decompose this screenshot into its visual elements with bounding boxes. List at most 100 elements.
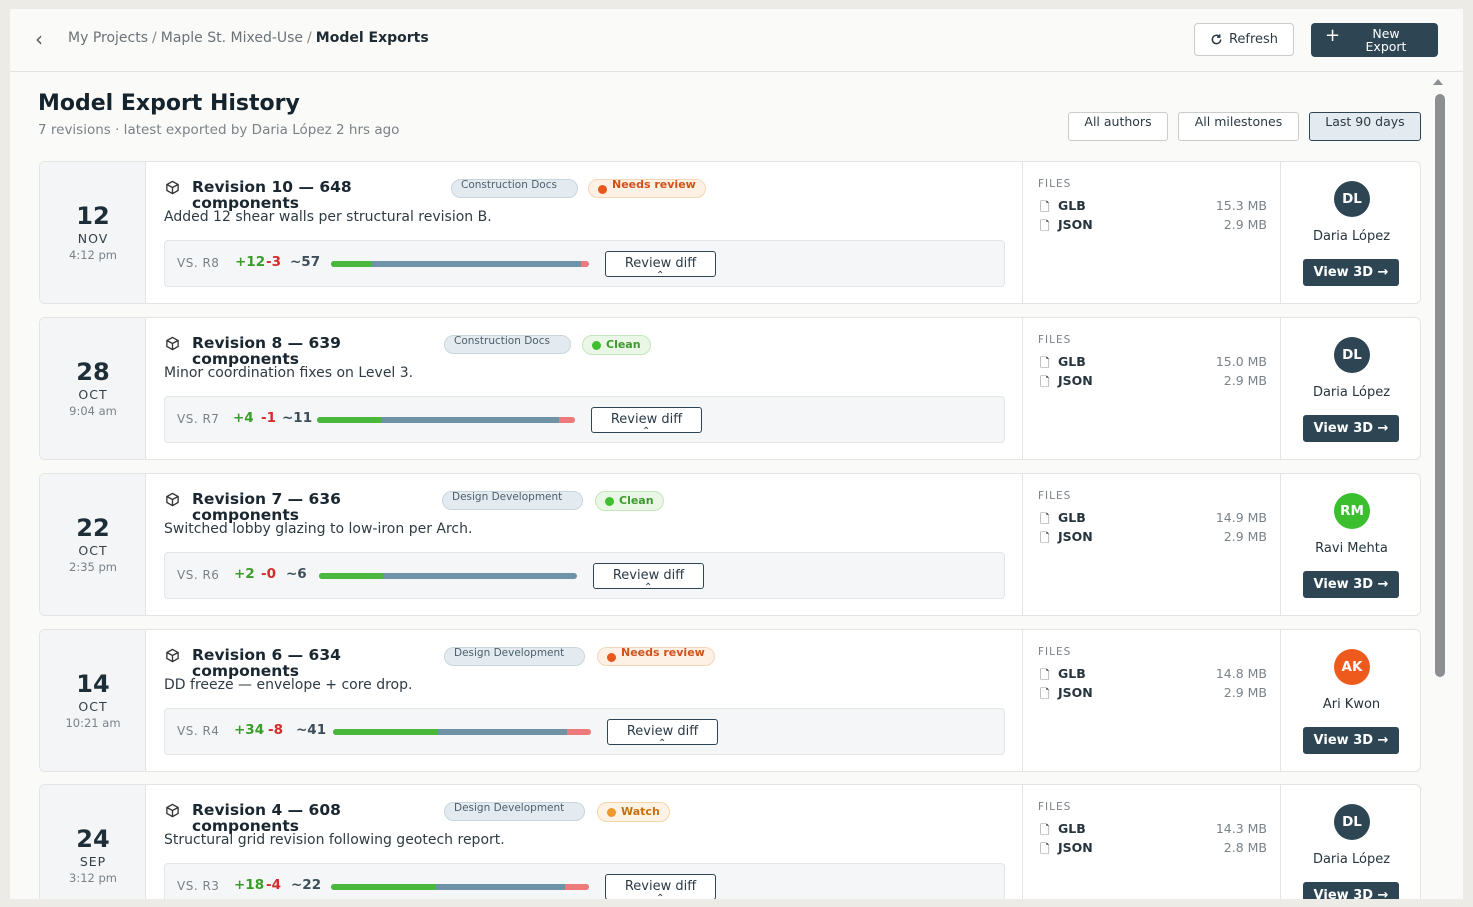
new-export-button[interactable]: + New Export — [1311, 23, 1438, 57]
file-name: GLB — [1058, 666, 1086, 681]
date-month: NOV — [77, 231, 109, 246]
file-size: 2.9 MB — [1223, 529, 1267, 544]
status-label: Needs review — [612, 178, 696, 191]
files-column: FILES 🗋 GLB 15.3 MB 🗋 JSON 2.9 MB — [1022, 162, 1281, 303]
review-diff-button[interactable]: Review diff ⌃ — [593, 563, 704, 593]
avatar: AK — [1334, 649, 1370, 685]
diff-added-count: +18 — [234, 877, 265, 893]
filter-date-range[interactable]: Last 90 days — [1309, 112, 1421, 141]
diff-removed-count: -0 — [261, 566, 276, 582]
file-row[interactable]: 🗋 JSON 2.9 MB — [1038, 529, 1267, 547]
diff-removed-count: -4 — [266, 877, 281, 893]
file-name: GLB — [1058, 354, 1086, 369]
status-badge: Clean — [582, 335, 651, 355]
diff-bar-added — [317, 417, 381, 423]
date-time: 4:12 pm — [69, 248, 117, 262]
revision-card[interactable]: 28 OCT 9:04 am Revision 8 — 639 componen… — [39, 317, 1421, 460]
revision-card[interactable]: 12 NOV 4:12 pm Revision 10 — 648 compone… — [39, 161, 1421, 304]
diff-compare-label: VS. R3 — [177, 879, 220, 893]
file-size: 2.9 MB — [1223, 685, 1267, 700]
cursor-caret-icon: ⌃ — [656, 893, 665, 900]
author-column: RM Ravi Mehta View 3D → — [1281, 474, 1420, 615]
diff-bar — [319, 573, 577, 579]
file-row[interactable]: 🗋 GLB 14.9 MB — [1038, 510, 1267, 528]
view-3d-button[interactable]: View 3D → — [1303, 882, 1399, 899]
diff-bar — [333, 729, 591, 735]
status-badge: Clean — [595, 491, 664, 511]
file-size: 14.9 MB — [1215, 510, 1267, 525]
file-size: 14.8 MB — [1215, 666, 1267, 681]
review-diff-button[interactable]: Review diff ⌃ — [607, 719, 718, 749]
diff-summary: VS. R3 +18 -4 ~22 Review diff ⌃ — [164, 863, 1005, 899]
view-3d-button[interactable]: View 3D → — [1303, 571, 1399, 598]
file-name: GLB — [1058, 510, 1086, 525]
diff-changed-count: ~11 — [282, 410, 313, 426]
author-column: DL Daria López View 3D → — [1281, 318, 1420, 459]
revision-title: Revision 10 — 648 components — [192, 178, 352, 212]
breadcrumb-separator: / — [152, 30, 157, 46]
back-chevron-icon[interactable]: ‹ — [35, 27, 43, 51]
breadcrumb-separator: / — [307, 30, 312, 46]
file-row[interactable]: 🗋 JSON 2.9 MB — [1038, 373, 1267, 391]
files-heading: FILES — [1038, 178, 1072, 190]
file-size: 2.9 MB — [1223, 217, 1267, 232]
file-row[interactable]: 🗋 JSON 2.9 MB — [1038, 217, 1267, 235]
revision-card[interactable]: 24 SEP 3:12 pm Revision 4 — 608 componen… — [39, 784, 1421, 899]
status-dot-icon — [605, 497, 614, 506]
phase-badge: Construction Docs — [451, 179, 578, 198]
file-row[interactable]: 🗋 GLB 14.8 MB — [1038, 666, 1267, 684]
breadcrumb-my-projects[interactable]: My Projects — [68, 30, 149, 46]
view-3d-button[interactable]: View 3D → — [1303, 727, 1399, 754]
file-row[interactable]: 🗋 JSON 2.9 MB — [1038, 685, 1267, 703]
file-name: JSON — [1058, 217, 1093, 232]
date-time: 2:35 pm — [69, 560, 117, 574]
cube-icon — [165, 180, 180, 199]
scrollbar-thumb[interactable] — [1435, 94, 1445, 677]
diff-bar-added — [319, 573, 383, 579]
status-badge: Needs review — [588, 179, 706, 198]
diff-changed-count: ~22 — [291, 877, 322, 893]
date-time: 10:21 am — [65, 716, 121, 730]
diff-bar-removed — [559, 417, 575, 423]
date-column: 28 OCT 9:04 am — [40, 318, 146, 459]
diff-added-count: +4 — [233, 410, 254, 426]
new-export-label: New Export — [1365, 26, 1407, 54]
file-row[interactable]: 🗋 JSON 2.8 MB — [1038, 840, 1267, 858]
refresh-icon — [1211, 34, 1222, 45]
breadcrumb-current: Model Exports — [315, 30, 429, 46]
revision-card[interactable]: 22 OCT 2:35 pm Revision 7 — 636 componen… — [39, 473, 1421, 616]
diff-compare-label: VS. R7 — [177, 412, 220, 426]
file-name: JSON — [1058, 529, 1093, 544]
review-diff-button[interactable]: Review diff ⌃ — [605, 251, 716, 281]
revision-card[interactable]: 14 OCT 10:21 am Revision 6 — 634 compone… — [39, 629, 1421, 772]
review-diff-button[interactable]: Review diff ⌃ — [605, 874, 716, 899]
file-icon: 🗋 — [1040, 687, 1050, 701]
author-name: Daria López — [1312, 852, 1391, 867]
view-3d-button[interactable]: View 3D → — [1303, 259, 1399, 286]
refresh-button[interactable]: Refresh — [1194, 23, 1294, 56]
cube-icon — [165, 492, 180, 511]
page-subtitle: 7 revisions · latest exported by Daria L… — [38, 122, 400, 138]
filter-milestones[interactable]: All milestones — [1178, 112, 1299, 141]
file-row[interactable]: 🗋 GLB 15.0 MB — [1038, 354, 1267, 372]
view-3d-button[interactable]: View 3D → — [1303, 415, 1399, 442]
breadcrumb: My Projects / Maple St. Mixed-Use / Model Ex… — [68, 30, 429, 46]
cube-icon — [165, 648, 180, 667]
breadcrumb-project[interactable]: Maple St. Mixed-Use — [160, 30, 304, 46]
filter-authors[interactable]: All authors — [1068, 112, 1168, 141]
file-icon: 🗋 — [1040, 375, 1050, 389]
file-row[interactable]: 🗋 GLB 15.3 MB — [1038, 198, 1267, 216]
revision-description: Minor coordination fixes on Level 3. — [164, 365, 414, 381]
scroll-up-arrow-icon[interactable] — [1433, 79, 1443, 85]
diff-changed-count: ~6 — [286, 566, 307, 582]
file-size: 2.8 MB — [1223, 840, 1267, 855]
cursor-caret-icon: ⌃ — [656, 270, 665, 281]
cube-icon — [165, 803, 180, 822]
date-day: 24 — [76, 825, 110, 853]
review-diff-button[interactable]: Review diff ⌃ — [591, 407, 702, 437]
diff-compare-label: VS. R6 — [177, 568, 220, 582]
phase-badge: Design Development — [444, 802, 585, 821]
file-row[interactable]: 🗋 GLB 14.3 MB — [1038, 821, 1267, 839]
diff-summary: VS. R8 +12 -3 ~57 Review diff ⌃ — [164, 240, 1005, 287]
revision-title: Revision 7 — 636 components — [192, 490, 341, 524]
